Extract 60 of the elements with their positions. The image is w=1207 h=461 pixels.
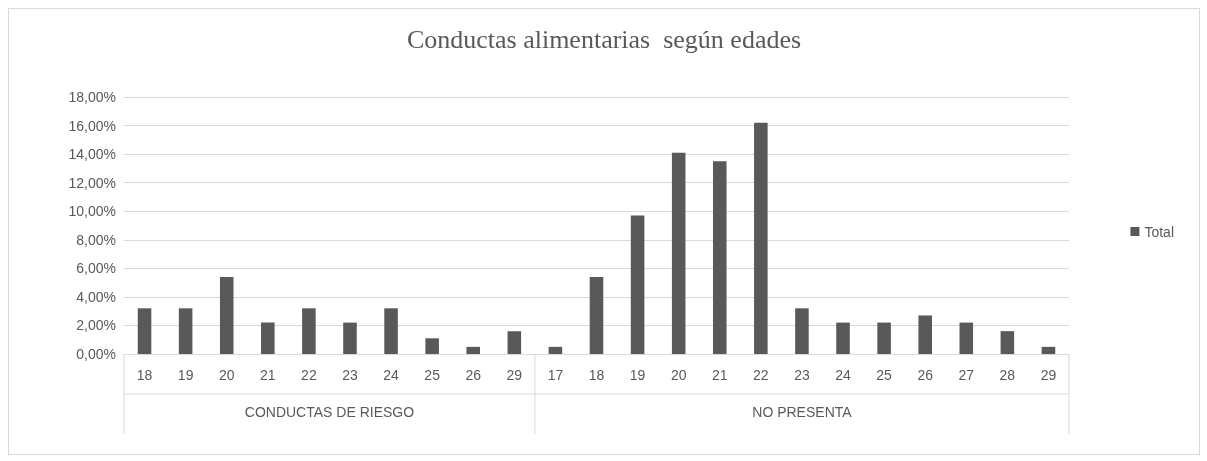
x-tick-label: 25: [876, 367, 893, 383]
text: NO PRESENTA: [752, 404, 853, 420]
bar: [836, 322, 850, 354]
bar: [877, 322, 891, 354]
x-tick-label: 26: [465, 367, 482, 383]
bar: [795, 308, 809, 354]
x-tick-label: 22: [753, 367, 769, 383]
y-tick-label: 14,00%: [68, 146, 116, 163]
bar: [918, 315, 932, 354]
bar: [548, 346, 563, 354]
bar: [1000, 331, 1015, 354]
bar: [384, 308, 398, 354]
x-tick-label: 20: [218, 367, 235, 383]
x-tick-label: 25: [424, 367, 441, 383]
y-tick-label: 8,00%: [76, 231, 116, 248]
bar: [219, 276, 234, 354]
bar: [630, 215, 645, 354]
x-tick-label: 24: [835, 367, 852, 383]
x-tick-label: 23: [794, 367, 810, 383]
bar: [1041, 346, 1056, 354]
y-tick-label: 10,00%: [68, 203, 116, 220]
bar: [754, 122, 768, 354]
y-tick-label: 18,00%: [68, 89, 116, 105]
bar: [343, 322, 357, 354]
bar: [178, 308, 193, 354]
y-tick-label: 4,00%: [76, 288, 116, 305]
y-tick-label: 2,00%: [76, 317, 116, 334]
x-tick-label: 27: [958, 367, 975, 383]
x-tick-label: 24: [383, 367, 400, 383]
x-tick-label: 26: [917, 367, 934, 383]
bar: [507, 331, 522, 354]
bar: [302, 308, 316, 354]
legend-label: Total: [1144, 223, 1175, 240]
x-tick-label: 20: [670, 367, 687, 383]
x-tick-label: 17: [547, 367, 564, 383]
x-tick-label: 19: [177, 367, 194, 383]
x-tick-label: 21: [260, 367, 276, 383]
bar: [261, 322, 275, 354]
x-tick-label: 18: [136, 367, 153, 383]
x-tick-label: 22: [301, 367, 317, 383]
bar: [466, 346, 481, 354]
y-tick-label: 16,00%: [68, 117, 116, 134]
x-tick-label: 28: [999, 367, 1016, 383]
y-tick-label: 12,00%: [68, 174, 116, 191]
bar: [589, 276, 604, 354]
bar: [137, 308, 152, 354]
bar: [671, 152, 686, 354]
x-tick-label: 18: [588, 367, 605, 383]
y-tick-label: 0,00%: [76, 346, 116, 362]
bar: [712, 161, 727, 354]
bar: [425, 338, 439, 354]
x-tick-label: 29: [1040, 367, 1057, 383]
y-tick-label: 6,00%: [76, 260, 116, 277]
x-tick-label: 19: [629, 367, 646, 383]
bar: [959, 322, 974, 354]
chart-title: Conductas alimentarias según edades: [406, 24, 802, 54]
x-tick-label: 23: [342, 367, 358, 383]
x-tick-label: 29: [506, 367, 523, 383]
x-tick-label: 21: [711, 367, 728, 383]
text: CONDUCTAS DE RIESGO: [244, 404, 415, 420]
